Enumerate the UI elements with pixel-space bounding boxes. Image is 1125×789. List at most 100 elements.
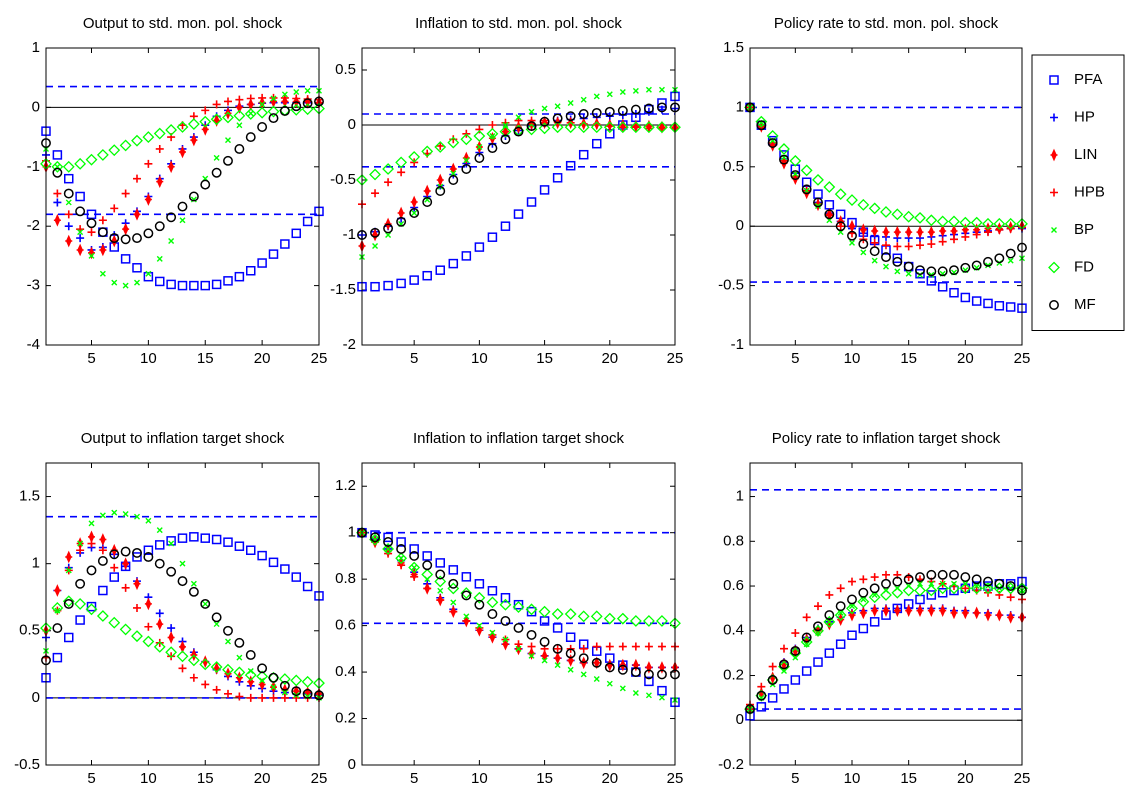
marker-plus — [592, 642, 601, 651]
marker-plus — [579, 644, 588, 653]
marker-square — [246, 266, 256, 276]
marker-square — [189, 532, 199, 542]
legend-marker — [1049, 75, 1059, 85]
marker-diamond — [766, 129, 779, 142]
x-tick-label: 15 — [900, 350, 917, 367]
marker-circle — [302, 98, 313, 109]
marker-x — [385, 232, 392, 238]
legend-marker — [1050, 188, 1058, 197]
marker-star — [156, 617, 164, 631]
marker-square — [513, 209, 524, 219]
marker-circle — [835, 221, 846, 232]
marker-diamond — [970, 582, 983, 595]
marker-square — [937, 282, 948, 292]
marker-star — [927, 225, 935, 239]
marker-plus — [178, 664, 187, 673]
marker-plus — [246, 94, 255, 103]
y-tick-label: -1.5 — [330, 281, 356, 298]
marker-circle — [903, 261, 914, 272]
x-tick-label: 25 — [311, 350, 328, 367]
x-tick-label: 5 — [791, 350, 799, 367]
marker-plus — [53, 198, 62, 207]
marker-circle — [779, 154, 789, 165]
y-tick-label: 0.5 — [19, 622, 40, 639]
marker-star — [848, 608, 856, 622]
marker-circle — [166, 212, 177, 223]
marker-diamond — [993, 217, 1006, 230]
marker-diamond — [902, 584, 915, 597]
marker-diamond — [538, 605, 551, 618]
marker-circle — [617, 105, 628, 116]
marker-square — [847, 630, 857, 641]
marker-square — [211, 534, 222, 545]
y-tick-label: 1.5 — [19, 488, 40, 505]
marker-x — [450, 599, 457, 606]
marker-circle — [847, 230, 857, 241]
y-tick-label: 0.5 — [723, 158, 744, 175]
y-tick-label: 0.8 — [723, 532, 744, 549]
marker-diamond — [755, 115, 768, 128]
marker-x — [632, 87, 639, 94]
y-tick-label: 0.2 — [335, 710, 356, 727]
marker-diamond — [936, 582, 949, 595]
marker-circle — [132, 547, 142, 558]
marker-circle — [245, 649, 256, 660]
marker-star — [501, 637, 509, 651]
marker-circle — [526, 121, 537, 132]
marker-star — [410, 195, 418, 209]
x-tick-label: 10 — [471, 350, 488, 367]
y-tick-label: 0 — [348, 756, 356, 773]
marker-x — [156, 527, 163, 534]
marker-x — [281, 689, 288, 696]
legend-marker — [1049, 300, 1059, 310]
marker-star — [916, 604, 924, 617]
legend-label: HP — [1074, 108, 1095, 125]
marker-diamond — [577, 610, 590, 623]
marker-square — [86, 601, 97, 612]
marker-x — [883, 263, 889, 270]
marker-square — [461, 251, 472, 261]
marker-circle — [132, 233, 142, 244]
marker-plus — [972, 230, 981, 239]
marker-plus — [605, 642, 614, 651]
x-tick-label: 15 — [197, 770, 214, 787]
marker-diamond — [85, 603, 98, 616]
marker-diamond — [603, 121, 616, 134]
marker-plus — [1006, 593, 1015, 602]
marker-plus — [258, 93, 267, 102]
marker-diamond — [486, 596, 499, 609]
marker-plus — [155, 609, 164, 618]
marker-x — [247, 668, 254, 675]
x-tick-label: 5 — [87, 350, 95, 367]
marker-diamond — [108, 144, 121, 157]
axes-frame — [45, 462, 320, 766]
marker-square — [487, 586, 498, 596]
marker-circle — [971, 260, 982, 271]
marker-diamond — [290, 674, 303, 687]
x-tick-label: 15 — [536, 770, 553, 787]
marker-x — [111, 279, 118, 286]
y-tick-label: 1 — [32, 555, 40, 572]
marker-x — [528, 108, 535, 115]
marker-square — [983, 298, 993, 309]
marker-circle — [971, 574, 982, 585]
marker-circle — [994, 578, 1005, 589]
x-tick-label: 20 — [601, 350, 618, 367]
marker-x — [463, 613, 470, 620]
marker-star — [995, 608, 1003, 622]
marker-circle — [409, 550, 420, 561]
marker-star — [258, 678, 266, 691]
marker-circle — [234, 144, 245, 154]
marker-diamond — [460, 133, 473, 146]
marker-square — [552, 173, 563, 183]
marker-circle — [756, 690, 767, 701]
marker-x — [515, 114, 522, 121]
marker-x — [65, 567, 72, 574]
marker-square — [109, 572, 119, 582]
marker-plus — [397, 168, 406, 177]
marker-diamond — [959, 216, 972, 229]
marker-circle — [526, 629, 537, 640]
marker-circle — [97, 227, 108, 238]
y-tick-label: 0.6 — [335, 617, 356, 634]
